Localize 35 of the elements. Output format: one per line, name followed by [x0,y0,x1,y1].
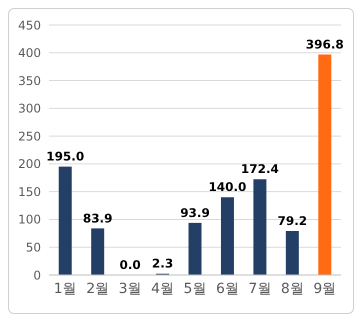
y-tick-label: 150 [18,184,41,199]
y-tick-label: 200 [18,157,41,172]
data-label: 172.4 [240,162,279,176]
data-label: 2.3 [152,256,174,271]
x-tick-label: 1월 [54,280,77,297]
bar [91,228,104,275]
x-tick-label: 8월 [280,280,304,297]
bar [220,197,234,275]
y-tick-label: 50 [26,240,41,254]
y-tick-label: 300 [18,102,41,116]
bar [253,179,266,275]
data-label: 195.0 [46,150,84,164]
bar [318,54,332,275]
data-label: 83.9 [82,211,112,226]
x-tick-label: 5월 [184,280,206,297]
x-tick-label: 4월 [151,280,174,297]
y-tick-label: 450 [18,18,41,32]
y-tick-label: 400 [18,46,41,60]
x-tick-label: 2월 [86,280,110,297]
bar [188,222,202,275]
x-tick-label: 3월 [118,280,142,297]
y-tick-label: 0 [33,268,41,282]
data-label: 0.0 [119,258,141,272]
data-label: 93.9 [180,206,210,220]
y-tick-label: 250 [18,129,41,144]
data-label: 396.8 [306,38,344,52]
data-label: 79.2 [278,214,308,228]
x-tick-label: 6월 [216,280,239,297]
data-label: 140.0 [208,180,246,194]
bar [58,166,72,275]
y-tick-label: 100 [18,212,41,227]
x-tick-label: 9월 [313,280,336,297]
x-tick-label: 7월 [248,280,272,297]
bar [286,231,299,275]
y-tick-label: 350 [18,74,41,88]
